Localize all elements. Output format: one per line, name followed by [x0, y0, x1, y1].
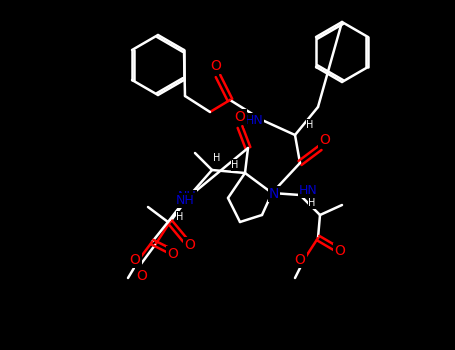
- Text: O: O: [211, 59, 222, 73]
- Text: O: O: [334, 244, 345, 258]
- Text: O: O: [235, 110, 245, 124]
- Text: HN: HN: [245, 113, 263, 126]
- Text: HN: HN: [298, 183, 318, 196]
- Text: O: O: [185, 238, 196, 252]
- Text: O: O: [319, 133, 330, 147]
- Text: O: O: [136, 269, 147, 283]
- Text: NH: NH: [177, 190, 197, 203]
- Text: H: H: [177, 212, 184, 222]
- Text: O: O: [167, 247, 178, 261]
- Text: H: H: [213, 153, 221, 163]
- Text: NH: NH: [176, 194, 194, 206]
- Text: H: H: [231, 160, 239, 170]
- Text: H: H: [308, 198, 316, 208]
- Text: N: N: [269, 187, 279, 201]
- Text: H: H: [306, 120, 313, 130]
- Text: O: O: [130, 253, 141, 267]
- Text: O: O: [294, 253, 305, 267]
